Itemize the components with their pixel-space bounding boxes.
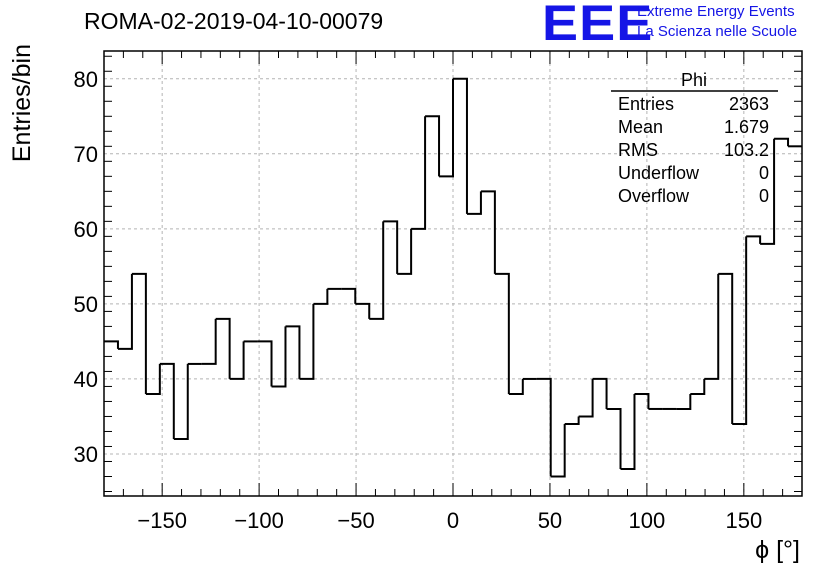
- eee-logo-caption: Extreme Energy Events La Scienza nelle S…: [637, 2, 797, 42]
- y-tick-label: 60: [74, 217, 98, 242]
- y-tick-label: 50: [74, 292, 98, 317]
- grid-lines: [104, 51, 802, 496]
- histogram-bin: [536, 377, 552, 477]
- x-tick-label: 0: [447, 508, 459, 533]
- histogram-bin: [271, 326, 287, 388]
- histogram-bin: [676, 393, 692, 410]
- histogram-bin: [383, 220, 399, 274]
- y-tick-label: 80: [74, 67, 98, 92]
- histogram-bin: [564, 416, 580, 425]
- histogram-bin: [355, 302, 371, 319]
- histogram-bin: [131, 272, 147, 394]
- stats-rms-value: 103.2: [724, 140, 769, 160]
- histogram-bin: [313, 288, 329, 305]
- histogram-bin: [159, 362, 175, 439]
- histogram-bin: [494, 272, 510, 394]
- stats-underflow-value: 0: [759, 163, 769, 183]
- stats-overflow-value: 0: [759, 186, 769, 206]
- histogram-bin: [760, 138, 776, 245]
- histogram-series: [104, 77, 802, 478]
- histogram-bin: [215, 317, 231, 379]
- histogram-bin: [634, 392, 650, 409]
- stats-underflow-label: Underflow: [618, 163, 700, 183]
- x-tick-label: 50: [538, 508, 562, 533]
- x-tick-label: 100: [629, 508, 666, 533]
- histogram-bin: [578, 378, 594, 418]
- histogram-bin: [620, 393, 636, 470]
- y-tick-label: 70: [74, 142, 98, 167]
- histogram-bin: [606, 407, 622, 469]
- histogram-bin: [774, 137, 790, 147]
- histogram-bin: [369, 221, 385, 320]
- y-tick-label: 30: [74, 442, 98, 467]
- histogram-bin: [411, 116, 427, 230]
- histogram-bin: [229, 341, 245, 380]
- histogram-bin: [466, 191, 482, 215]
- histogram-bin: [425, 115, 441, 177]
- histogram-bin: [550, 423, 566, 478]
- histogram-bin: [104, 340, 119, 349]
- stats-box: Phi Entries 2363 Mean 1.679 RMS 103.2 Un…: [611, 70, 778, 206]
- x-tick-label: −100: [234, 508, 284, 533]
- histogram-bin: [732, 236, 748, 425]
- stats-mean-value: 1.679: [724, 117, 769, 137]
- y-tick-label: 40: [74, 367, 98, 392]
- x-tick-label: −50: [337, 508, 374, 533]
- axis-ticks: −150 −100 −50 0 50 100 150 30 40 50 60 70 80: [74, 51, 803, 533]
- histogram-bin: [117, 273, 133, 350]
- stats-entries-label: Entries: [618, 94, 674, 114]
- histogram-bin: [480, 190, 496, 274]
- histogram-bin: [299, 303, 315, 380]
- x-tick-label: −150: [137, 508, 187, 533]
- histogram-bin: [173, 363, 189, 440]
- histogram-bin: [746, 235, 762, 244]
- histogram-bin: [341, 287, 357, 304]
- histogram-bin: [145, 363, 161, 395]
- stats-mean-label: Mean: [618, 117, 663, 137]
- x-tick-label: 150: [725, 508, 762, 533]
- histogram-bin: [704, 273, 720, 380]
- histogram-bin: [508, 378, 524, 395]
- histogram-bin: [718, 272, 734, 424]
- stats-title: Phi: [681, 70, 707, 90]
- x-axis-title: ϕ [°]: [755, 536, 800, 564]
- run-title: ROMA-02-2019-04-10-00079: [84, 8, 384, 34]
- stats-entries-value: 2363: [729, 94, 769, 114]
- logo-line-2: La Scienza nelle Scuole: [637, 23, 798, 40]
- logo-line-1: Extreme Energy Events: [637, 3, 795, 20]
- stats-rms-label: RMS: [618, 140, 658, 160]
- y-axis-title: Entries/bin: [8, 44, 36, 162]
- histogram-bin: [201, 318, 217, 365]
- eee-logo: EEE: [542, 0, 654, 51]
- histogram-bin: [690, 378, 706, 395]
- histogram-bin: [592, 377, 608, 409]
- histogram-bin: [397, 228, 413, 275]
- histogram-bin: [257, 340, 273, 387]
- histogram-bin: [285, 325, 301, 379]
- histogram-bin: [439, 78, 454, 178]
- histogram-bin: [453, 77, 468, 214]
- stats-overflow-label: Overflow: [618, 186, 690, 206]
